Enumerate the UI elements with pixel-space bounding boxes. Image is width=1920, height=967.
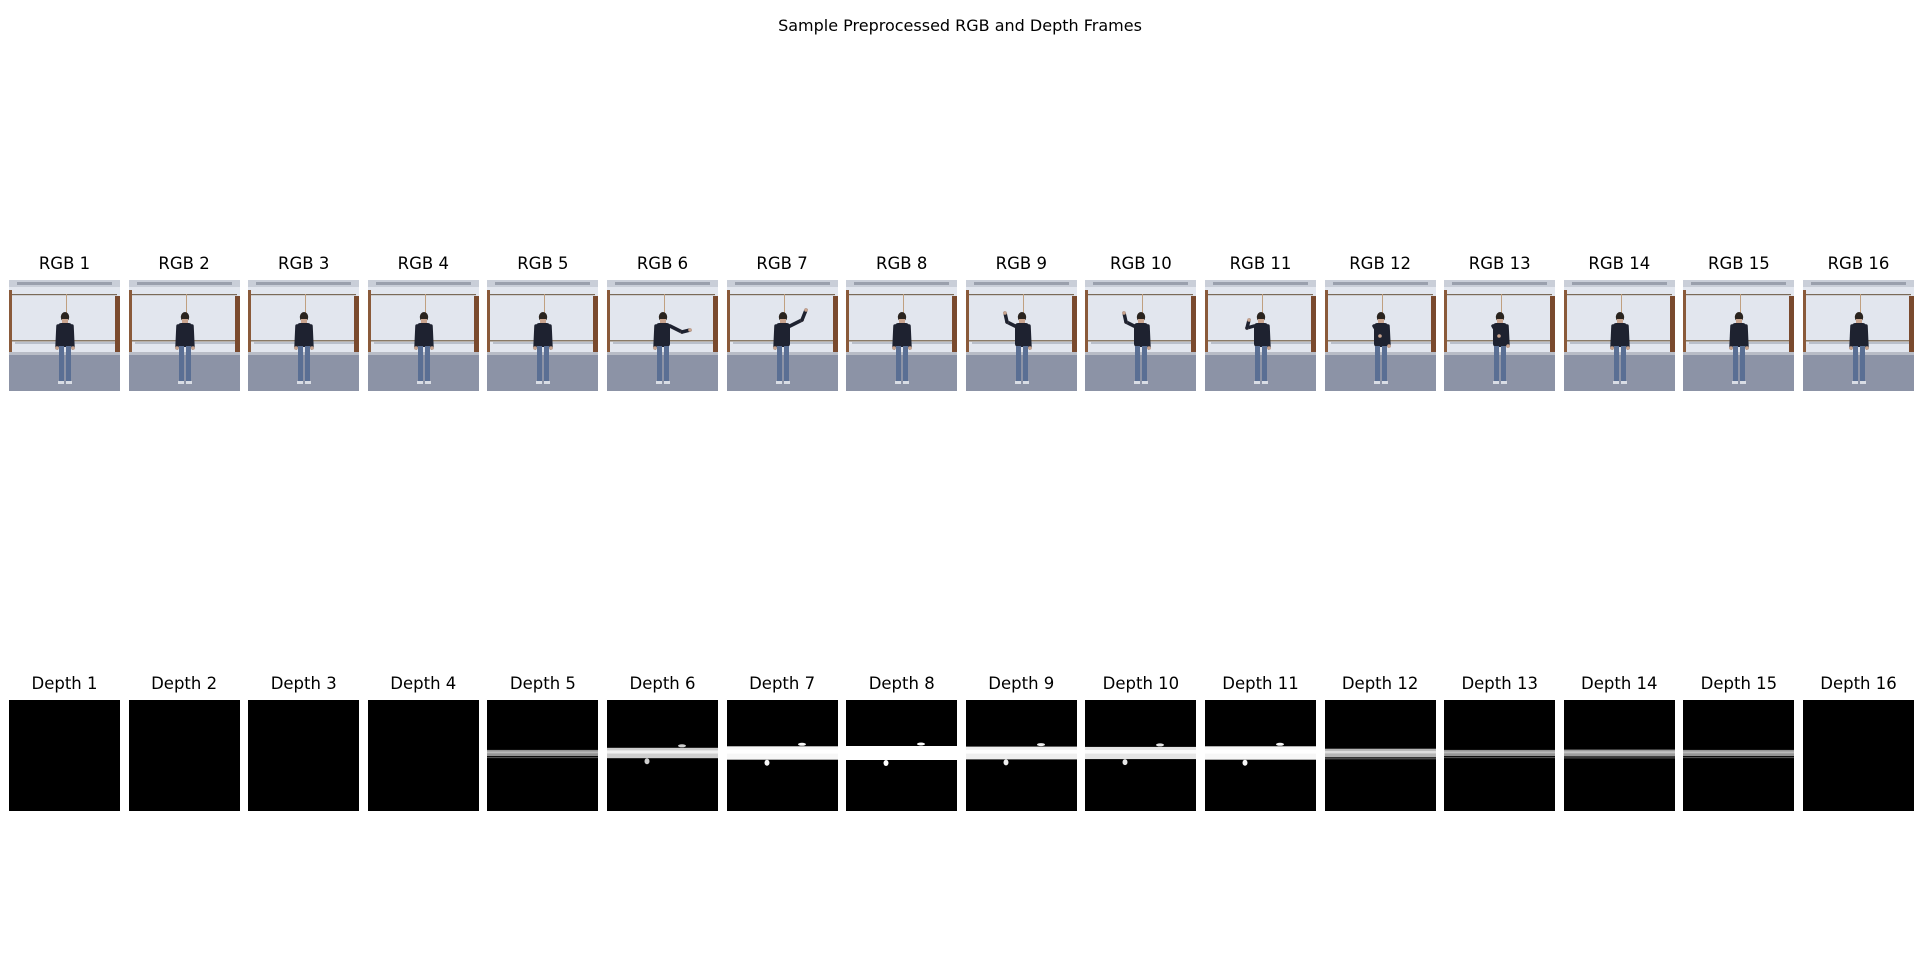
depth-frame-8-label: Depth 8 bbox=[868, 674, 935, 693]
depth-frame-4-image bbox=[367, 700, 479, 811]
depth-frame-6-image bbox=[607, 700, 718, 811]
rgb-frame-2-image bbox=[128, 280, 240, 391]
rgb-frame-1-label: RGB 1 bbox=[38, 254, 91, 273]
rgb-frame-3-label: RGB 3 bbox=[278, 254, 330, 273]
rgb-frame-5-image bbox=[487, 280, 599, 391]
rgb-frames-row: RGB 1 RGB 2 RGB 3 RGB 4 RGB 5 RGB 6 RGB 7 RGB 8… bbox=[0, 252, 1920, 402]
depth-frame-5-label: Depth 5 bbox=[509, 674, 576, 693]
rgb-frame-1-image bbox=[9, 280, 120, 391]
rgb-frame-10-image bbox=[1085, 280, 1197, 391]
depth-frame-9-label: Depth 9 bbox=[988, 674, 1055, 693]
depth-frame-11-label: Depth 11 bbox=[1222, 674, 1299, 693]
rgb-frame-9-image bbox=[965, 280, 1077, 391]
rgb-frame-16-image bbox=[1803, 280, 1914, 391]
rgb-frame-12-label: RGB 12 bbox=[1349, 254, 1411, 273]
depth-frame-6-label: Depth 6 bbox=[629, 674, 696, 693]
depth-frame-1-label: Depth 1 bbox=[31, 674, 98, 693]
depth-frame-1-image bbox=[9, 700, 120, 811]
rgb-frame-4-label: RGB 4 bbox=[397, 254, 449, 273]
depth-frame-7-label: Depth 7 bbox=[749, 674, 816, 693]
rgb-frame-12-image bbox=[1324, 280, 1436, 391]
rgb-frame-11-label: RGB 11 bbox=[1229, 254, 1292, 273]
depth-frame-4-label: Depth 4 bbox=[390, 674, 457, 693]
rgb-frame-4-image bbox=[367, 280, 479, 391]
depth-frame-13-label: Depth 13 bbox=[1461, 674, 1538, 693]
rgb-frame-5-label: RGB 5 bbox=[517, 254, 569, 273]
rgb-frame-8-label: RGB 8 bbox=[876, 254, 928, 273]
rgb-frame-2-label: RGB 2 bbox=[158, 254, 210, 273]
depth-frame-14-image bbox=[1563, 700, 1675, 811]
rgb-frame-16-label: RGB 16 bbox=[1827, 254, 1890, 273]
rgb-frame-13-label: RGB 13 bbox=[1468, 254, 1531, 273]
rgb-frame-14-label: RGB 14 bbox=[1588, 254, 1651, 273]
depth-frame-10-label: Depth 10 bbox=[1102, 674, 1180, 693]
rgb-frame-6-image bbox=[607, 280, 718, 391]
depth-frame-8-image bbox=[846, 700, 958, 811]
depth-frame-15-label: Depth 15 bbox=[1700, 674, 1778, 693]
depth-frame-3-label: Depth 3 bbox=[270, 674, 337, 693]
depth-frame-11-image bbox=[1205, 700, 1316, 811]
rgb-frame-7-label: RGB 7 bbox=[756, 254, 808, 273]
depth-frame-16-image bbox=[1803, 700, 1914, 811]
rgb-frame-15-image bbox=[1683, 280, 1795, 391]
depth-frame-5-image bbox=[487, 700, 599, 811]
rgb-frame-7-image bbox=[726, 280, 838, 391]
depth-frame-2-label: Depth 2 bbox=[151, 674, 218, 693]
depth-frame-12-image bbox=[1324, 700, 1436, 811]
rgb-frame-13-image bbox=[1444, 280, 1556, 391]
rgb-frame-9-label: RGB 9 bbox=[995, 254, 1047, 273]
rgb-frame-8-image bbox=[846, 280, 958, 391]
depth-frame-13-image bbox=[1444, 700, 1556, 811]
depth-frame-7-image bbox=[726, 700, 838, 811]
figure-title: Sample Preprocessed RGB and Depth Frames bbox=[778, 16, 1142, 35]
depth-frames-row: Depth 1 Depth 2 Depth 3 Depth 4 Depth 5 Depth… bbox=[0, 672, 1920, 822]
rgb-frame-15-label: RGB 15 bbox=[1707, 254, 1770, 273]
depth-frame-16-label: Depth 16 bbox=[1820, 674, 1897, 693]
depth-frame-2-image bbox=[128, 700, 240, 811]
depth-frame-15-image bbox=[1683, 700, 1795, 811]
rgb-frame-6-label: RGB 6 bbox=[636, 254, 689, 273]
depth-frame-14-label: Depth 14 bbox=[1581, 674, 1658, 693]
depth-frame-12-label: Depth 12 bbox=[1341, 674, 1419, 693]
depth-frame-10-image bbox=[1085, 700, 1197, 811]
depth-frame-3-image bbox=[248, 700, 360, 811]
rgb-frame-10-label: RGB 10 bbox=[1109, 254, 1172, 273]
rgb-frame-14-image bbox=[1563, 280, 1675, 391]
rgb-frame-3-image bbox=[248, 280, 360, 391]
depth-frame-9-image bbox=[965, 700, 1077, 811]
rgb-frame-11-image bbox=[1205, 280, 1316, 391]
